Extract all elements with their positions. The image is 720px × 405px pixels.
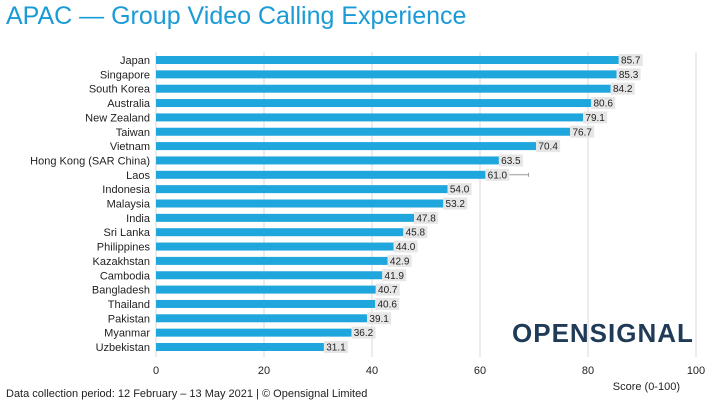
x-tick-label: 40 xyxy=(366,365,378,377)
value-label: 54.0 xyxy=(450,185,470,196)
value-label-bg xyxy=(485,168,510,181)
category-label: Indonesia xyxy=(102,184,151,196)
x-tick-label: 60 xyxy=(474,365,486,377)
x-tick-label: 100 xyxy=(687,365,705,377)
category-label: Uzbekistan xyxy=(96,342,150,354)
bar xyxy=(156,343,324,351)
bar xyxy=(156,242,394,251)
bar xyxy=(156,228,404,237)
value-label: 41.9 xyxy=(385,271,405,282)
chart-title: APAC — Group Video Calling Experience xyxy=(6,2,467,30)
category-label: India xyxy=(126,213,151,225)
value-label: 36.2 xyxy=(354,328,374,339)
bar xyxy=(156,256,388,265)
value-label: 39.1 xyxy=(369,314,389,325)
value-label-bg xyxy=(498,154,523,167)
bar xyxy=(156,213,415,222)
category-label: Malaysia xyxy=(107,199,151,211)
value-label-bg xyxy=(375,297,400,310)
x-tick-label: 80 xyxy=(582,365,594,377)
category-label: Laos xyxy=(126,170,150,182)
value-label: 40.6 xyxy=(378,299,398,310)
value-label-bg xyxy=(583,111,608,124)
value-label: 45.8 xyxy=(406,228,426,239)
bar xyxy=(156,271,383,280)
bar xyxy=(156,185,448,194)
value-label: 63.5 xyxy=(501,156,521,167)
value-label-bg xyxy=(414,211,439,224)
category-label: New Zealand xyxy=(85,112,150,124)
value-label: 53.2 xyxy=(446,199,466,210)
value-label: 61.0 xyxy=(488,170,508,181)
category-label: Myanmar xyxy=(104,328,150,340)
category-label: Vietnam xyxy=(110,141,150,153)
category-label: Philippines xyxy=(97,242,151,254)
category-label: Bangladesh xyxy=(92,285,150,297)
value-label-bg xyxy=(591,97,616,110)
value-label: 70.4 xyxy=(538,142,558,153)
value-label-bg xyxy=(536,140,561,153)
bar xyxy=(156,113,584,122)
bar xyxy=(156,99,592,108)
value-label: 42.9 xyxy=(390,256,410,267)
category-label: Taiwan xyxy=(116,127,150,139)
value-label: 84.2 xyxy=(613,84,633,95)
labels: Japan 85.7 Singapore 85.3 South Korea 84.2 Aus… xyxy=(30,54,643,354)
value-label-bg xyxy=(610,82,635,95)
bar xyxy=(156,156,499,165)
value-label-bg xyxy=(393,240,418,253)
category-label: Singapore xyxy=(100,69,150,81)
x-tick-label: 0 xyxy=(153,365,159,377)
x-axis: 0 20 40 60 80 100 Score (0-100) xyxy=(153,365,705,393)
category-label: Thailand xyxy=(108,299,150,311)
value-label: 85.7 xyxy=(621,56,641,67)
value-label: 80.6 xyxy=(594,99,614,110)
bar xyxy=(156,314,368,323)
bar xyxy=(156,84,611,93)
opensignal-logo: OPENSIGNAL xyxy=(512,318,694,348)
category-label: Hong Kong (SAR China) xyxy=(30,155,150,167)
category-label: Australia xyxy=(107,98,151,110)
value-label: 44.0 xyxy=(396,242,416,253)
footer-note: Data collection period: 12 February – 13… xyxy=(6,388,368,400)
value-label-bg xyxy=(323,341,348,353)
value-label-bg xyxy=(382,269,407,282)
bar xyxy=(156,142,537,151)
value-label: 76.7 xyxy=(572,127,592,138)
bar xyxy=(156,127,571,136)
bar xyxy=(156,170,486,179)
category-label: Sri Lanka xyxy=(104,227,151,239)
bar xyxy=(156,56,619,64)
x-tick-label: 20 xyxy=(258,365,270,377)
bar xyxy=(156,199,444,208)
x-axis-label: Score (0-100) xyxy=(613,381,680,393)
bar xyxy=(156,70,617,79)
value-label-bg xyxy=(443,197,468,210)
bar xyxy=(156,285,376,294)
value-label: 85.3 xyxy=(619,70,639,81)
value-label: 31.1 xyxy=(326,343,346,354)
bar xyxy=(156,328,352,337)
value-label-bg xyxy=(618,54,643,66)
value-label-bg xyxy=(447,183,472,196)
bars xyxy=(156,56,619,351)
value-label-bg xyxy=(403,226,428,239)
value-label-bg xyxy=(616,68,641,81)
category-label: Japan xyxy=(120,55,150,67)
value-label-bg xyxy=(387,254,412,267)
category-label: South Korea xyxy=(89,84,151,96)
value-label-bg xyxy=(367,312,392,325)
value-label-bg xyxy=(570,125,595,138)
value-label-bg xyxy=(375,283,400,296)
value-label-bg xyxy=(351,326,376,339)
bar xyxy=(156,299,376,308)
value-label: 47.8 xyxy=(416,213,436,224)
value-label: 40.7 xyxy=(378,285,398,296)
value-label: 79.1 xyxy=(585,113,605,124)
category-label: Pakistan xyxy=(108,313,150,325)
category-label: Kazakhstan xyxy=(93,256,150,268)
category-label: Cambodia xyxy=(100,270,151,282)
